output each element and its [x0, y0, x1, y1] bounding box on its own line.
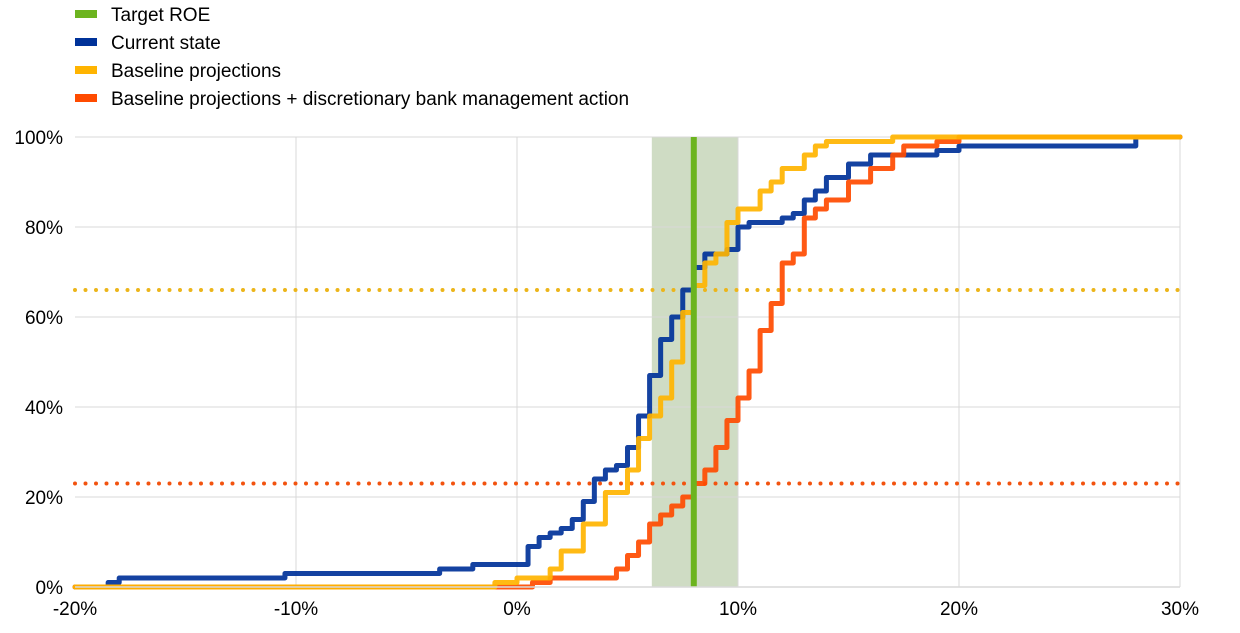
x-tick-label: -20% — [53, 599, 97, 620]
legend-swatch — [75, 94, 97, 102]
series-baseline-projections-line — [72, 134, 1183, 590]
x-tick-label: 30% — [1161, 599, 1199, 620]
x-tick-label: 0% — [503, 599, 531, 620]
legend-label: Target ROE — [111, 5, 210, 26]
x-tick-label: 10% — [719, 599, 757, 620]
y-tick-label: 100% — [14, 128, 63, 149]
y-tick-label: 80% — [25, 218, 63, 239]
plot-area — [72, 134, 1183, 590]
legend-swatch — [75, 66, 97, 74]
legend: Target ROE Current state Baseline projecti… — [75, 5, 629, 110]
y-tick-label: 0% — [36, 578, 64, 599]
legend-label: Baseline projections — [111, 61, 281, 82]
legend-swatch — [75, 38, 97, 46]
series-baseline-projections-discretionary-bank-management-action-line — [72, 134, 1183, 590]
series-current-state-line — [72, 134, 1183, 590]
axes: -20% -10% 0% 10% 20% 30% 0% 20% 40% 60% 80% 100% — [14, 128, 1199, 620]
y-tick-label: 40% — [25, 398, 63, 419]
y-tick-label: 60% — [25, 308, 63, 329]
legend-label: Current state — [111, 33, 221, 54]
legend-label: Baseline projections + discretionary ban… — [111, 89, 629, 110]
legend-swatch — [75, 10, 97, 18]
x-tick-label: 20% — [940, 599, 978, 620]
y-tick-label: 20% — [25, 488, 63, 509]
x-tick-label: -10% — [274, 599, 318, 620]
